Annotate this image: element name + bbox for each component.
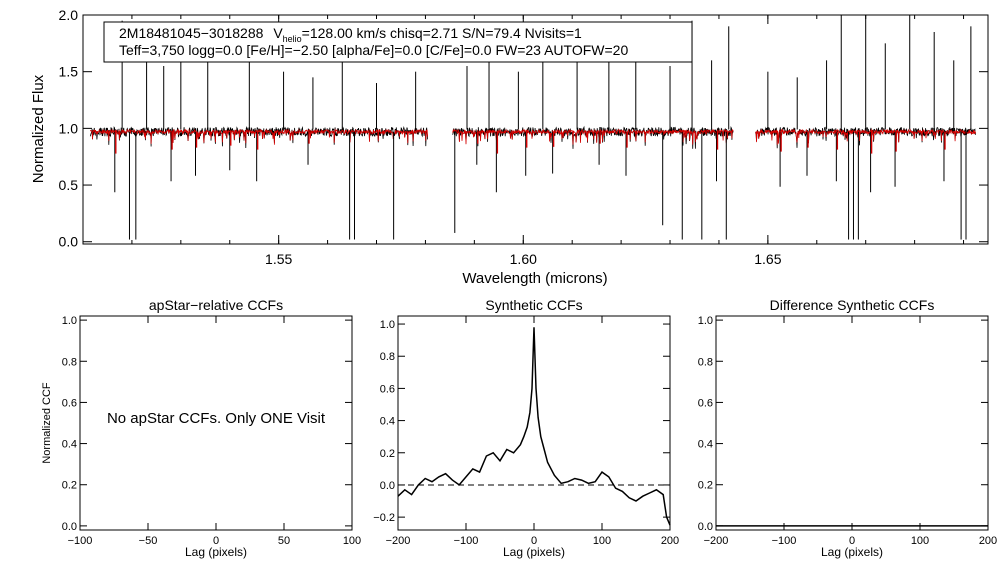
x-tick-label: 1.60 [510, 251, 537, 267]
x-tick-label: −200 [386, 535, 411, 547]
synthetic-spectrum-chip-3 [755, 128, 977, 145]
annotation-line-1: 2M18481045−3018288 Vhelio=128.00 km/s ch… [119, 25, 582, 44]
y-tick-label: 0.2 [380, 448, 395, 460]
apstar-ccf-title: apStar−relative CCFs [149, 297, 283, 313]
difference-ccf-x-label: Lag (pixels) [821, 545, 883, 559]
y-tick-label: 0.0 [62, 521, 77, 533]
y-tick-label: 0.2 [62, 480, 77, 492]
y-tick-label: 0.4 [380, 416, 395, 428]
x-tick-label: 100 [593, 535, 611, 547]
y-tick-label: 0.0 [380, 480, 395, 492]
y-tick-label: 0.4 [698, 439, 713, 451]
x-tick-label: 100 [911, 535, 929, 547]
x-tick-label: 0 [849, 535, 855, 547]
spectrum-panel: 0.0 0.5 1.0 1.5 2.0 1.55 1.60 1.65 Wavelength (… [30, 7, 989, 287]
apstar-ccf-panel: apStar−relative CCFs 0.0 0.2 0.4 0.6 0.8 1.0 −… [41, 297, 361, 559]
y-tick-label: 1.0 [698, 315, 713, 327]
synthetic-ccf-plot-area [397, 327, 671, 526]
spectrum-x-label: Wavelength (microns) [462, 270, 607, 287]
difference-ccf-title: Difference Synthetic CCFs [770, 297, 935, 313]
x-tick-label: 1.55 [265, 251, 292, 267]
spectrum-ticks: 0.0 0.5 1.0 1.5 2.0 1.55 1.60 1.65 [59, 7, 988, 267]
apstar-ccf-y-label: Normalized CCF [41, 382, 53, 464]
y-tick-label: 0.2 [698, 480, 713, 492]
annotation-line-1-rest: =128.00 km/s chisq=2.71 S/N=79.4 Nvisits… [302, 25, 582, 41]
y-tick-label: 0.0 [698, 521, 713, 533]
spectrum-plot-area [89, 15, 977, 240]
difference-ccf-ticks: 0.0 0.2 0.4 0.6 0.8 1.0 −200 −100 0 100 200 [698, 315, 997, 547]
x-tick-label: −200 [704, 535, 729, 547]
y-tick-label: 0.5 [59, 177, 79, 193]
y-tick-label: 1.5 [59, 64, 79, 80]
apstar-ccf-ticks: 0.0 0.2 0.4 0.6 0.8 1.0 −100 −50 0 50 100 [62, 315, 361, 547]
x-tick-label: 0 [531, 535, 537, 547]
annotation-box [103, 21, 693, 63]
x-tick-label: −100 [772, 535, 797, 547]
ccf-line [397, 327, 671, 526]
annotation-v-subscript: helio [283, 34, 302, 44]
annotation-star-id: 2M18481045−3018288 [119, 25, 264, 41]
y-tick-label: 0.0 [59, 234, 79, 250]
spectrum-y-label: Normalized Flux [30, 74, 47, 183]
synthetic-ccf-ticks: −0.2 0.0 0.2 0.4 0.6 0.8 1.0 −200 −100 0 100 200 [373, 316, 679, 547]
synthetic-ccf-x-label: Lag (pixels) [503, 545, 565, 559]
x-tick-label: 100 [343, 535, 361, 547]
y-tick-label: 2.0 [59, 7, 79, 23]
y-tick-label: 0.8 [62, 356, 77, 368]
annotation-v-symbol: V [273, 25, 283, 41]
synthetic-spectrum-chip-2 [452, 128, 734, 145]
synthetic-spectrum-chip-1 [89, 128, 428, 145]
y-tick-label: 0.4 [62, 439, 77, 451]
difference-ccf-panel: Difference Synthetic CCFs 0.00.20.40.60.… [698, 297, 997, 559]
observed-spectrum-chip-1 [89, 125, 428, 149]
x-tick-label: 200 [661, 535, 679, 547]
y-tick-label: 1.0 [380, 319, 395, 331]
x-tick-label: −50 [139, 535, 158, 547]
x-tick-label: 1.65 [754, 251, 781, 267]
x-tick-label: −100 [454, 535, 479, 547]
y-tick-label: 0.8 [698, 356, 713, 368]
synthetic-ccf-panel: Synthetic CCFs −0.2 0.0 0.2 0.4 0.6 0.8 1.0 −20… [373, 297, 679, 559]
apstar-ccf-message: No apStar CCFs. Only ONE Visit [107, 410, 326, 427]
x-tick-label: −100 [68, 535, 93, 547]
y-tick-label: 1.0 [62, 315, 77, 327]
annotation-line-2: Teff=3,750 logg=0.0 [Fe/H]=−2.50 [alpha/… [119, 42, 628, 58]
x-tick-label: 200 [979, 535, 997, 547]
difference-ccf-axes-frame [715, 315, 989, 531]
y-tick-label: 1.0 [59, 120, 79, 136]
synthetic-ccf-title: Synthetic CCFs [485, 297, 582, 313]
spectrum-axes-frame [82, 14, 989, 245]
y-tick-label: 0.8 [380, 351, 395, 363]
y-tick-label: 0.6 [62, 397, 77, 409]
y-tick-label: −0.2 [373, 512, 395, 524]
x-tick-label: 50 [278, 535, 290, 547]
x-tick-label: 0 [213, 535, 219, 547]
y-tick-label: 0.6 [380, 383, 395, 395]
apstar-ccf-x-label: Lag (pixels) [185, 545, 247, 559]
y-tick-label: 0.6 [698, 397, 713, 409]
